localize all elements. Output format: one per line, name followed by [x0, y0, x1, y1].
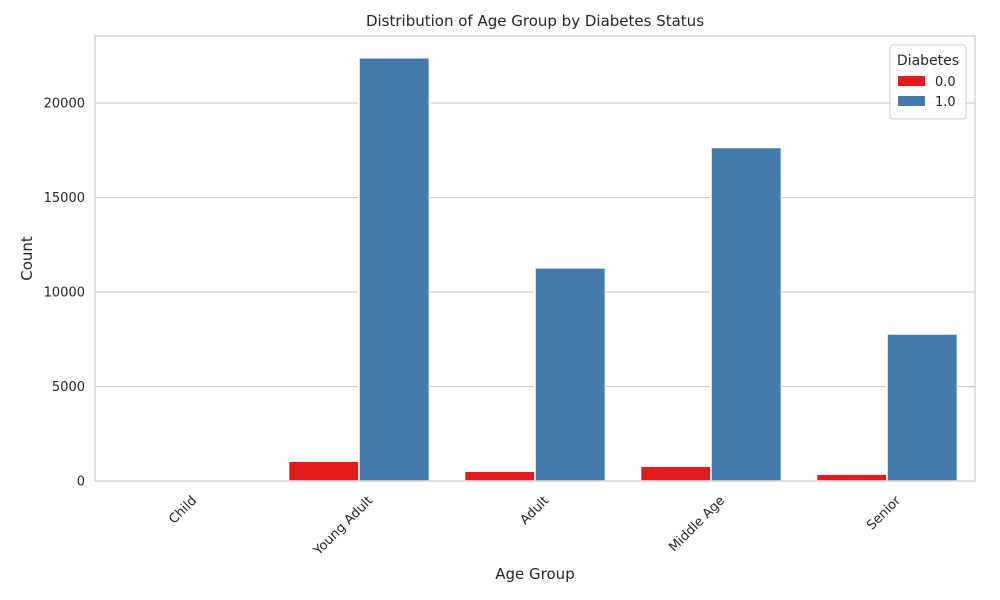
y-tick-label: 0 [77, 475, 85, 490]
legend-swatch [898, 76, 925, 86]
bar-adult-series-0 [463, 470, 536, 482]
x-axis-title: Age Group [495, 565, 574, 583]
bars [287, 56, 959, 482]
bar-senior-series-1 [886, 333, 959, 482]
legend: Diabetes 0.01.0 [889, 44, 967, 120]
x-tick-label: Senior [864, 493, 904, 533]
chart-title: Distribution of Age Group by Diabetes St… [366, 12, 704, 30]
y-tick-label: 10000 [44, 286, 85, 301]
legend-items: 0.01.0 [898, 75, 956, 110]
x-tick-label: Middle Age [666, 493, 728, 555]
y-tick-labels: 0 5000 10000 15000 20000 [44, 97, 85, 490]
legend-label: 0.0 [935, 75, 956, 90]
x-tick-label: Child [166, 493, 200, 527]
y-axis-title: Count [18, 236, 36, 281]
y-tick-label: 15000 [44, 191, 85, 206]
x-tick-label: Young Adult [310, 493, 376, 559]
x-tick-label: Adult [517, 493, 552, 528]
bar-young-adult-series-1 [358, 56, 431, 482]
y-tick-label: 5000 [52, 380, 85, 395]
legend-label: 1.0 [935, 95, 956, 110]
bar-middle-age-series-1 [710, 146, 783, 482]
legend-swatch [898, 96, 925, 106]
bar-adult-series-1 [534, 267, 607, 482]
bar-middle-age-series-0 [639, 465, 712, 482]
bar-young-adult-series-0 [287, 460, 360, 482]
plot-frame [94, 35, 976, 482]
y-tick-label: 20000 [44, 97, 85, 112]
legend-title: Diabetes [897, 53, 959, 69]
bar-senior-series-0 [815, 473, 888, 482]
x-tick-labels: Child Young Adult Adult Middle Age Senior [166, 493, 904, 559]
